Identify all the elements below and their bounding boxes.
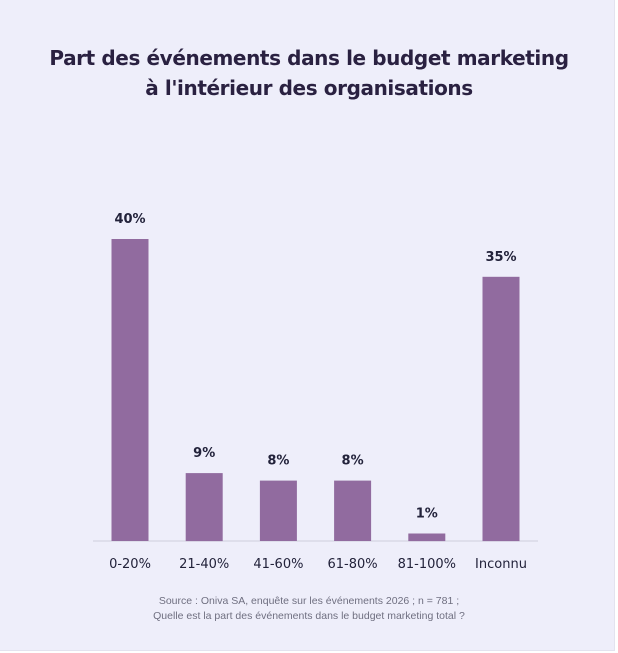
source-note: Source : Oniva SA, enquête sur les événe… [0, 594, 618, 624]
chart-title-line-2: à l'intérieur des organisations [145, 76, 473, 100]
bar-61-80% [334, 480, 372, 541]
bar-41-60% [259, 480, 297, 541]
x-tick-label-21-40%: 21-40% [179, 557, 229, 572]
data-label-81-100%: 1% [416, 507, 438, 522]
chart-title: Part des événements dans le budget marke… [0, 43, 618, 103]
data-label-61-80%: 8% [342, 454, 364, 469]
x-tick-label-61-80%: 61-80% [328, 557, 378, 572]
source-line-1: Source : Oniva SA, enquête sur les événe… [158, 595, 460, 607]
data-label-41-60%: 8% [267, 454, 289, 469]
x-tick-label-0-20%: 0-20% [109, 557, 151, 572]
x-tick-label-Inconnu: Inconnu [475, 557, 527, 572]
data-label-21-40%: 9% [193, 446, 215, 461]
bar-81-100% [408, 533, 446, 542]
x-tick-label-41-60%: 41-60% [253, 557, 303, 572]
x-tick-label-81-100%: 81-100% [398, 557, 456, 572]
data-label-Inconnu: 35% [485, 250, 516, 265]
chart-title-line-1: Part des événements dans le budget marke… [49, 46, 569, 70]
data-label-0-20%: 40% [114, 212, 145, 227]
bar-0-20% [111, 239, 149, 541]
bar-21-40% [185, 473, 223, 542]
bar-Inconnu [482, 276, 520, 542]
source-line-2: Quelle est la part des événements dans l… [153, 610, 465, 622]
